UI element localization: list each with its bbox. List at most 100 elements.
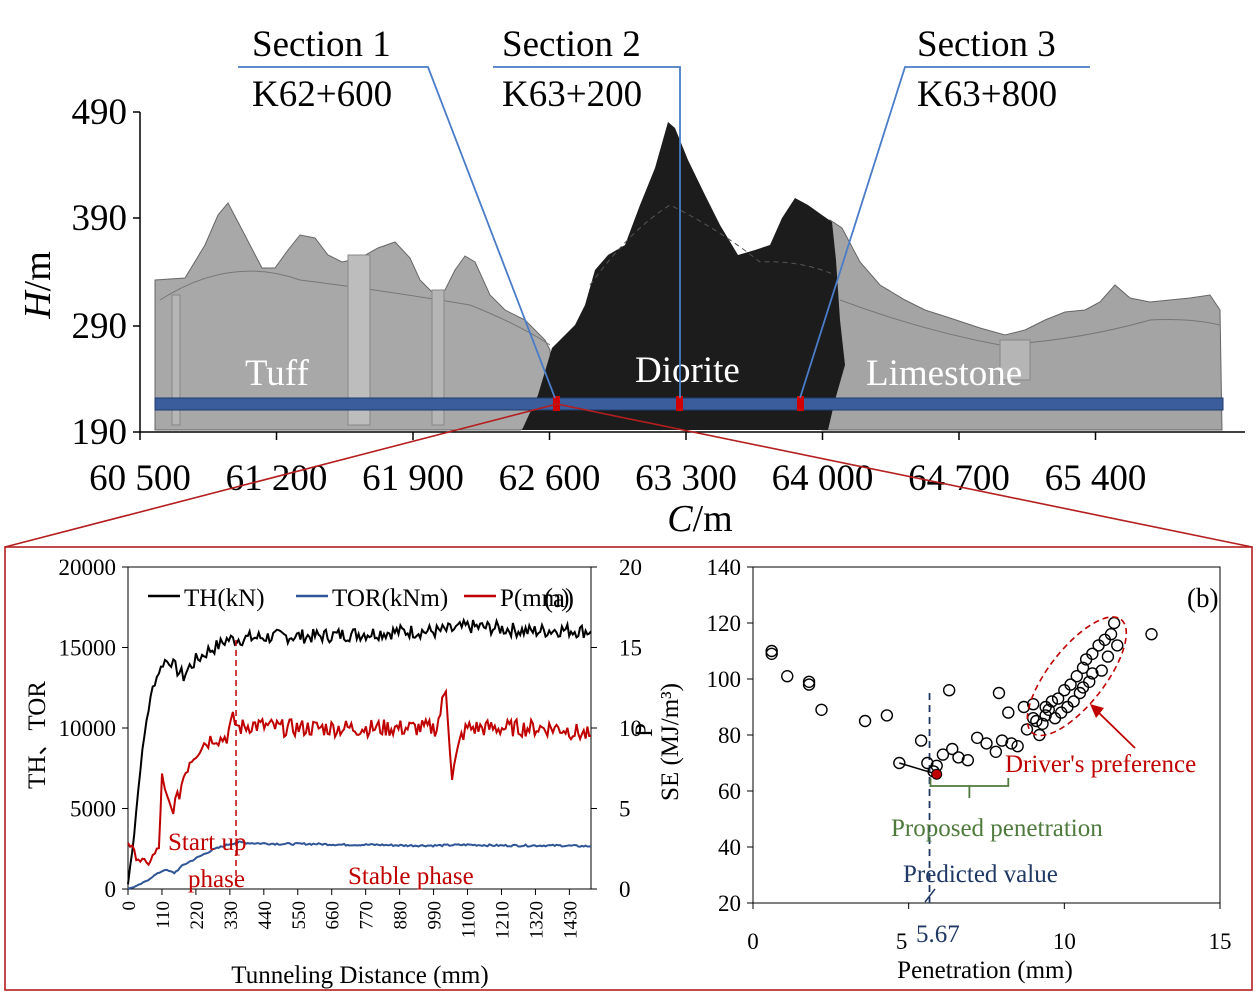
scatter-point bbox=[893, 756, 906, 770]
profile-y-tick-label: 390 bbox=[72, 198, 128, 239]
profile-x-tick-label: 61 900 bbox=[362, 458, 464, 499]
predicted-value-number: 5.67 bbox=[916, 921, 960, 948]
panel-b-y-tick-label: 20 bbox=[718, 891, 741, 916]
panel-a-series bbox=[127, 617, 592, 891]
scatter-point bbox=[980, 737, 993, 750]
panel-a-left-tick-label: 10000 bbox=[59, 716, 117, 741]
scatter-point bbox=[1101, 650, 1115, 663]
panel-b-y-tick-label: 80 bbox=[718, 723, 741, 748]
panel-b-x-label: Penetration (mm) bbox=[897, 957, 1073, 984]
driver-preference-arrow bbox=[1097, 711, 1136, 749]
scatter-point bbox=[995, 734, 1009, 747]
stable-phase-label: Stable phase bbox=[348, 863, 474, 890]
legend-th-label: TH(kN) bbox=[184, 585, 265, 612]
scatter-point bbox=[961, 754, 975, 767]
driver-preference-arrowhead bbox=[1090, 704, 1104, 718]
profile-x-tick-label: 64 700 bbox=[908, 458, 1010, 499]
panel-a-x-tick-label: 660 bbox=[323, 901, 344, 930]
callout-line-section-3 bbox=[799, 66, 1090, 399]
scatter-point bbox=[1067, 695, 1080, 708]
panel-b: 20 40 60 80 100 120 140 0 5 10 15 Driver's prefer… bbox=[657, 555, 1232, 984]
panel-b-points bbox=[765, 616, 1158, 778]
scatter-point bbox=[970, 731, 984, 744]
section-2-title: Section 2 bbox=[502, 24, 641, 65]
scatter-point bbox=[1051, 692, 1065, 705]
panel-a-left-tick-label: 5000 bbox=[70, 797, 116, 822]
scatter-point bbox=[1020, 723, 1034, 736]
scatter-point bbox=[1030, 714, 1043, 728]
limestone-zone bbox=[821, 219, 1223, 431]
scatter-point bbox=[1026, 712, 1040, 725]
rock-label-diorite: Diorite bbox=[635, 350, 740, 391]
panel-a-x-tick-label: 990 bbox=[425, 901, 446, 930]
panel-a-x-tick-label: 1210 bbox=[492, 901, 513, 939]
scatter-point bbox=[1064, 678, 1077, 691]
series-line-th bbox=[127, 617, 592, 885]
panel-a-left-tick-label: 15000 bbox=[59, 636, 117, 661]
callout-line-section-1 bbox=[238, 66, 556, 399]
profile-x-tick-label: 62 600 bbox=[499, 458, 601, 499]
startup-phase-label-2: phase bbox=[188, 866, 245, 893]
scatter-point bbox=[1107, 616, 1121, 630]
scatter-point bbox=[802, 678, 816, 691]
proposed-penetration-label: Proposed penetration bbox=[891, 815, 1103, 842]
scatter-point bbox=[802, 675, 816, 688]
profile-x-tick-label: 60 500 bbox=[89, 458, 191, 499]
zoom-frame bbox=[4, 403, 1253, 991]
predicted-value-label: Predicted value bbox=[903, 861, 1058, 888]
scatter-point bbox=[936, 748, 950, 761]
startup-phase-label-1: Start up bbox=[168, 829, 246, 856]
profile-x-tick-label: 64 000 bbox=[772, 458, 874, 499]
contour-line bbox=[589, 204, 836, 286]
panel-b-x-tick-label: 10 bbox=[1053, 929, 1076, 954]
panel-b-y-tick-label: 120 bbox=[707, 611, 742, 636]
panel-b-plot-area bbox=[752, 566, 1221, 904]
scatter-point bbox=[946, 742, 959, 756]
scatter-point bbox=[921, 756, 934, 770]
tunnel-alignment bbox=[154, 397, 1224, 411]
scatter-point bbox=[1002, 706, 1015, 719]
scatter-point bbox=[1104, 628, 1118, 641]
section-2-marker bbox=[676, 396, 683, 411]
panel-a-right-tick-label: 0 bbox=[619, 877, 631, 902]
scatter-point bbox=[781, 670, 794, 683]
scatter-point bbox=[1026, 698, 1040, 711]
legend-p-label: P(mm) bbox=[500, 585, 569, 612]
callout-line-section-2 bbox=[493, 66, 681, 398]
scatter-point bbox=[1086, 667, 1099, 680]
scatter-point bbox=[1042, 703, 1055, 716]
panel-a-x-ticks: 0 110 220 330 440 550 660 770 880 990 1100 1210 1320… bbox=[119, 889, 581, 939]
scatter-point bbox=[1011, 740, 1024, 753]
panel-a-x-tick-label: 330 bbox=[221, 901, 242, 930]
geological-profile: 490 390 290 190 60 500 61 200 61 900 62 600 63 … bbox=[17, 24, 1245, 540]
panel-b-y-tick-label: 140 bbox=[707, 555, 742, 580]
scatter-point bbox=[914, 734, 928, 747]
series-line-tor bbox=[127, 840, 592, 891]
section-2-chainage: K63+200 bbox=[502, 74, 642, 115]
scatter-point bbox=[880, 709, 894, 722]
scatter-point bbox=[942, 684, 956, 697]
borehole-column bbox=[999, 339, 1031, 381]
panel-a-right-tick-label: 15 bbox=[619, 636, 642, 661]
panel-b-x-tick-label: 15 bbox=[1209, 929, 1232, 954]
scatter-point bbox=[858, 714, 872, 728]
scatter-point bbox=[1076, 661, 1090, 674]
panel-a-x-tick-label: 770 bbox=[357, 901, 378, 930]
panel-a-right-ticks: 0 5 10 15 20 bbox=[591, 555, 642, 902]
scatter-point bbox=[1055, 706, 1068, 719]
scatter-point bbox=[989, 745, 1003, 758]
scatter-point bbox=[815, 703, 828, 716]
section-callouts bbox=[238, 66, 1090, 399]
panel-b-y-tick-label: 60 bbox=[718, 779, 741, 804]
proposed-penetration-bracket bbox=[929, 778, 1010, 798]
scatter-point bbox=[1111, 639, 1124, 652]
profile-y-tick-label: 490 bbox=[72, 92, 128, 133]
panel-b-x-ticks: 0 5 10 15 bbox=[747, 903, 1232, 954]
borehole-column bbox=[347, 254, 371, 426]
rock-label-tuff: Tuff bbox=[245, 353, 309, 394]
section-1-title: Section 1 bbox=[252, 24, 391, 65]
profile-x-tick-label: 61 200 bbox=[226, 458, 328, 499]
profile-y-tick-label: 190 bbox=[72, 412, 128, 453]
panel-a-left-tick-label: 20000 bbox=[59, 555, 117, 580]
